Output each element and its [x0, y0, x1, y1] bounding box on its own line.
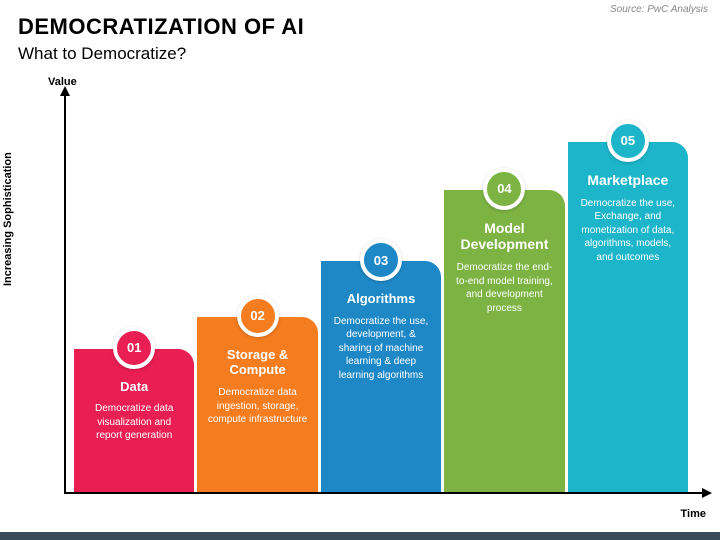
bar-2: 02Storage & ComputeDemocratize data inge…: [197, 317, 317, 492]
staircase-chart: 01 Data Democratize data visualization and…: [64, 94, 704, 494]
bar-badge-1: 01: [113, 327, 155, 369]
page-title: DEMOCRATIZATION OF AI: [18, 14, 304, 40]
bar-1: 01DataDemocratize data visualization and…: [74, 349, 194, 492]
bar-title-4: Model Development: [452, 220, 556, 254]
bar-title-3: Algorithms: [329, 291, 433, 307]
bar-5: 05MarketplaceDemocratize the use, Exchan…: [568, 142, 688, 492]
bar-desc-3: Democratize the use, development, & shar…: [329, 315, 433, 383]
x-axis-label-time: Time: [681, 508, 706, 520]
bar-badge-3: 03: [360, 239, 402, 281]
bar-title-5: Marketplace: [576, 172, 680, 189]
bar-title-1: Data: [82, 379, 186, 395]
bar-title-2: Storage & Compute: [205, 347, 309, 378]
bar-badge-4: 04: [483, 168, 525, 210]
bar-desc-5: Democratize the use, Exchange, and monet…: [576, 197, 680, 265]
page-subtitle: What to Democratize?: [18, 44, 186, 64]
bars-container: 01 Data Democratize data visualization and…: [74, 94, 688, 492]
bar-desc-1: Democratize data visualization and repor…: [82, 402, 186, 443]
bar-3: 03AlgorithmsDemocratize the use, develop…: [321, 261, 441, 492]
x-axis-line: [64, 492, 704, 494]
bar-desc-4: Democratize the end-to-end model trainin…: [452, 261, 556, 315]
footer-bar: [0, 532, 720, 540]
bar-4: 04Model DevelopmentDemocratize the end-t…: [444, 190, 564, 492]
source-attribution: Source: PwC Analysis: [610, 4, 708, 15]
bar-desc-2: Democratize data ingestion, storage, com…: [205, 386, 309, 427]
y-axis-label-sophistication: Increasing Sophistication: [2, 152, 14, 286]
bar-badge-5: 05: [607, 120, 649, 162]
bar-badge-2: 02: [237, 295, 279, 337]
y-axis-line: [64, 94, 66, 494]
